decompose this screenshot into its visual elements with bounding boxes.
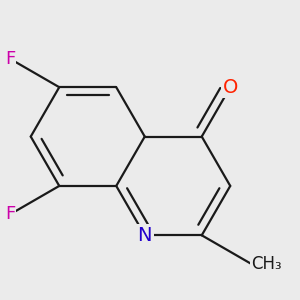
Text: F: F: [5, 206, 15, 224]
Text: O: O: [223, 78, 238, 97]
Text: F: F: [5, 50, 15, 68]
Text: CH₃: CH₃: [251, 255, 282, 273]
Text: N: N: [137, 226, 152, 245]
